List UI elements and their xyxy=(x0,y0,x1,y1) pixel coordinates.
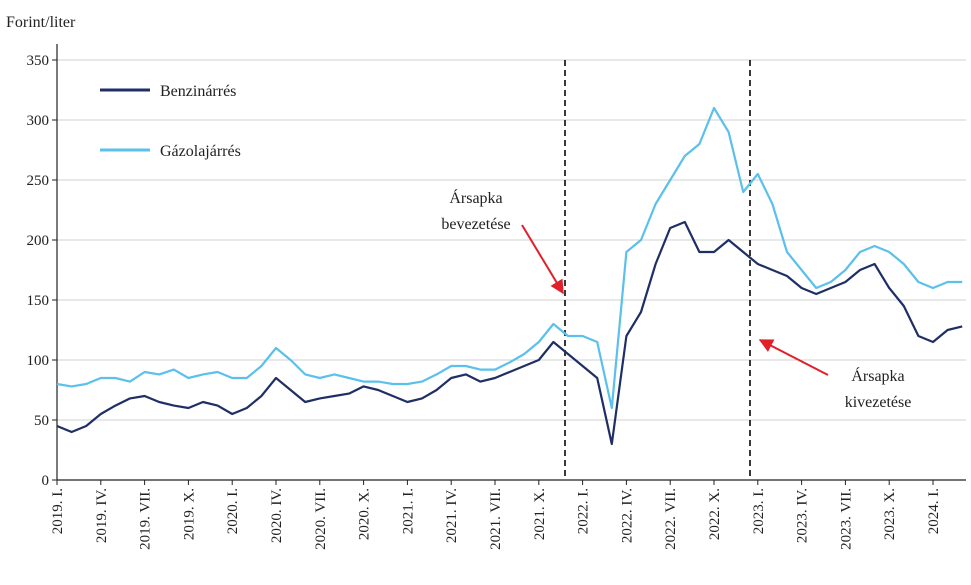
annotation: bevezetése xyxy=(441,216,510,233)
x-tick-label: 2022. VII. xyxy=(663,488,679,550)
x-tick-label: 2021. I. xyxy=(400,488,416,534)
y-tick-label: 150 xyxy=(27,293,50,309)
x-tick-label: 2021. X. xyxy=(532,488,548,540)
annotation: Ársapka xyxy=(449,188,502,207)
x-tick-label: 2024. I. xyxy=(926,488,942,534)
series-line xyxy=(56,220,963,446)
x-tick-label: 2020. IV. xyxy=(269,488,285,543)
y-tick-label: 300 xyxy=(27,113,50,129)
annotation: Ársapka xyxy=(851,366,904,385)
x-tick-label: 2023. I. xyxy=(751,488,767,534)
x-tick-label: 2021. VII. xyxy=(488,488,504,550)
x-tick-label: 2022. X. xyxy=(707,488,723,540)
x-tick-label: 2022. IV. xyxy=(619,488,635,543)
series-line xyxy=(56,106,963,410)
y-tick-label: 350 xyxy=(27,53,50,69)
legend-label: Gázolajárrés xyxy=(160,143,241,160)
x-tick-label: 2023. VII. xyxy=(838,488,854,550)
x-tick-label: 2020. VII. xyxy=(313,488,329,550)
y-tick-label: 250 xyxy=(27,173,50,189)
x-tick-label: 2023. X. xyxy=(882,488,898,540)
annotation-arrow xyxy=(758,339,829,376)
annotation: kivezetése xyxy=(845,394,912,411)
y-tick-label: 100 xyxy=(27,353,50,369)
x-tick-label: 2019. VII. xyxy=(138,488,154,550)
x-tick-label: 2022. I. xyxy=(576,488,592,534)
y-axis-label: Forint/liter xyxy=(6,14,76,31)
x-tick-label: 2020. X. xyxy=(357,488,373,540)
y-tick-label: 0 xyxy=(42,473,50,489)
x-tick-label: 2019. I. xyxy=(50,488,66,534)
annotation-arrow xyxy=(521,224,564,295)
y-tick-label: 200 xyxy=(27,233,50,249)
x-tick-label: 2019. IV. xyxy=(94,488,110,543)
x-tick-label: 2021. IV. xyxy=(444,488,460,543)
legend-label: Benzinárrés xyxy=(160,83,236,100)
x-tick-label: 2020. I. xyxy=(225,488,241,534)
y-tick-label: 50 xyxy=(34,413,49,429)
x-tick-label: 2019. X. xyxy=(181,488,197,540)
x-tick-label: 2023. IV. xyxy=(795,488,811,543)
